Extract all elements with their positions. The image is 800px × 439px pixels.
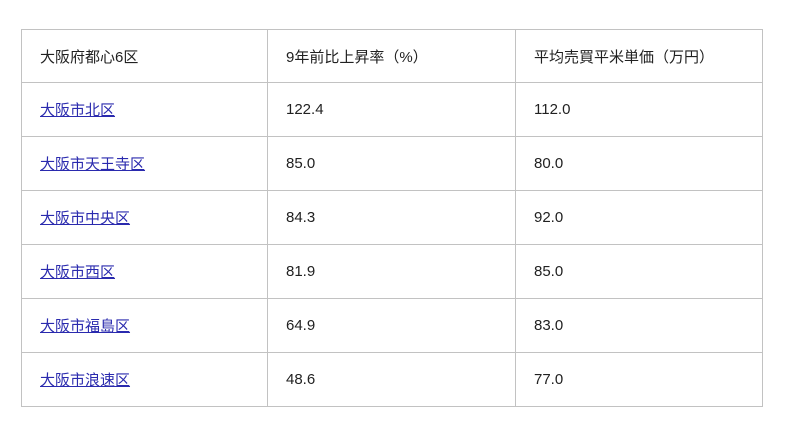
increase-rate-cell: 84.3 [267, 190, 516, 245]
column-header-district: 大阪府都心6区 [21, 29, 268, 83]
district-price-table: 大阪府都心6区 9年前比上昇率（%） 平均売買平米単価（万円） 大阪市北区 12… [21, 29, 763, 407]
table-row: 大阪市北区 122.4 112.0 [21, 82, 763, 137]
increase-rate-cell: 122.4 [267, 82, 516, 137]
district-link[interactable]: 大阪市西区 [40, 264, 116, 281]
increase-rate-cell: 48.6 [267, 352, 516, 407]
district-cell: 大阪市北区 [21, 82, 268, 137]
avg-price-cell: 92.0 [515, 190, 763, 245]
increase-rate-cell: 64.9 [267, 298, 516, 353]
district-link[interactable]: 大阪市北区 [40, 102, 116, 119]
avg-price-cell: 83.0 [515, 298, 763, 353]
table-row: 大阪市福島区 64.9 83.0 [21, 298, 763, 353]
district-link[interactable]: 大阪市福島区 [40, 318, 131, 335]
district-cell: 大阪市浪速区 [21, 352, 268, 407]
district-link[interactable]: 大阪市浪速区 [40, 372, 131, 389]
district-cell: 大阪市西区 [21, 244, 268, 299]
column-header-avg-price: 平均売買平米単価（万円） [515, 29, 763, 83]
district-link[interactable]: 大阪市中央区 [40, 210, 131, 227]
column-header-increase-rate: 9年前比上昇率（%） [267, 29, 516, 83]
district-link[interactable]: 大阪市天王寺区 [40, 156, 146, 173]
increase-rate-cell: 81.9 [267, 244, 516, 299]
district-cell: 大阪市天王寺区 [21, 136, 268, 191]
table-row: 大阪市浪速区 48.6 77.0 [21, 352, 763, 407]
table-row: 大阪市西区 81.9 85.0 [21, 244, 763, 299]
avg-price-cell: 77.0 [515, 352, 763, 407]
district-cell: 大阪市福島区 [21, 298, 268, 353]
avg-price-cell: 85.0 [515, 244, 763, 299]
increase-rate-cell: 85.0 [267, 136, 516, 191]
avg-price-cell: 80.0 [515, 136, 763, 191]
district-price-table-container: 大阪府都心6区 9年前比上昇率（%） 平均売買平米単価（万円） 大阪市北区 12… [21, 29, 763, 407]
avg-price-cell: 112.0 [515, 82, 763, 137]
table-row: 大阪市天王寺区 85.0 80.0 [21, 136, 763, 191]
table-row: 大阪市中央区 84.3 92.0 [21, 190, 763, 245]
table-header-row: 大阪府都心6区 9年前比上昇率（%） 平均売買平米単価（万円） [21, 29, 763, 83]
district-cell: 大阪市中央区 [21, 190, 268, 245]
table-body: 大阪市北区 122.4 112.0 大阪市天王寺区 85.0 80.0 大阪市中… [21, 82, 763, 407]
